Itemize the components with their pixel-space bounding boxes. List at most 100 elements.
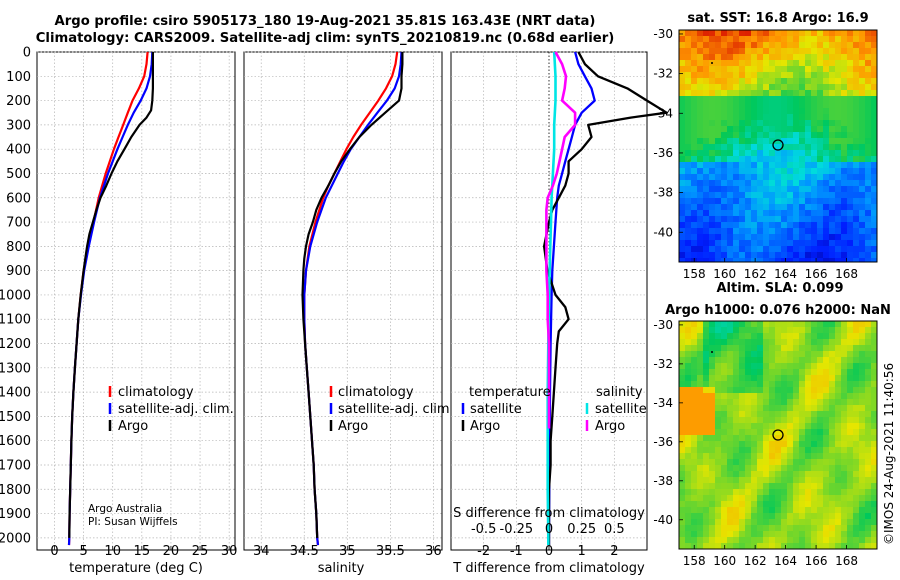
sla-cell — [685, 435, 692, 442]
x-tick-label: 5 — [79, 544, 87, 559]
sst-cell — [709, 198, 716, 205]
temperature-tick-labels: 0 5 10 15 20 25 30 — [50, 544, 237, 559]
sst-cell — [691, 150, 698, 157]
sst-cell — [787, 222, 794, 229]
sla-cell — [697, 357, 704, 364]
sst-cell — [817, 96, 824, 103]
sla-field — [679, 321, 877, 549]
sla-cell — [739, 423, 746, 430]
sla-cell — [769, 345, 776, 352]
sla-cell — [751, 459, 758, 466]
sla-cell — [859, 375, 866, 382]
sla-cell — [715, 501, 722, 508]
sla-cell — [847, 513, 854, 520]
sst-cell — [811, 252, 818, 259]
sst-cell — [715, 84, 722, 91]
sla-cell — [697, 387, 704, 394]
sst-cell — [727, 228, 734, 235]
sst-cell — [763, 186, 770, 193]
sst-cell — [709, 42, 716, 49]
sla-cell — [847, 465, 854, 472]
salinity-diff-legend: salinity satellite Argo — [585, 385, 647, 434]
sla-cell — [751, 405, 758, 412]
sla-cell — [691, 471, 698, 478]
sla-cell — [763, 417, 770, 424]
sst-cell — [781, 246, 788, 253]
sla-cell — [859, 489, 866, 496]
sst-cell — [787, 162, 794, 169]
sla-cell — [679, 399, 686, 406]
pressure-tick-label: 100 — [6, 70, 31, 85]
sst-cell — [835, 30, 842, 37]
sla-cell — [793, 411, 800, 418]
sla-cell — [811, 489, 818, 496]
sla-cell — [859, 519, 866, 526]
sst-cell — [751, 108, 758, 115]
sst-cell — [739, 210, 746, 217]
sla-cell — [841, 363, 848, 370]
sst-cell — [847, 90, 854, 97]
sla-cell — [781, 435, 788, 442]
sla-cell — [835, 339, 842, 346]
sla-cell — [703, 525, 710, 532]
sst-cell — [793, 150, 800, 157]
sla-cell — [829, 429, 836, 436]
sst-cell — [751, 138, 758, 145]
sst-cell — [787, 78, 794, 85]
sla-cell — [865, 435, 872, 442]
sla-cell — [727, 519, 734, 526]
sla-cell — [799, 531, 806, 538]
sst-cell — [763, 216, 770, 223]
sst-cell — [793, 168, 800, 175]
difference-series — [542, 51, 668, 546]
sst-cell — [871, 132, 877, 139]
sst-cell — [685, 84, 692, 91]
sst-cell — [709, 120, 716, 127]
sst-cell — [733, 216, 740, 223]
sst-cell — [709, 174, 716, 181]
sla-cell — [757, 477, 764, 484]
sst-cell — [817, 216, 824, 223]
sst-cell — [703, 90, 710, 97]
sla-cell — [829, 441, 836, 448]
sst-cell — [811, 210, 818, 217]
pressure-tick-label: 500 — [6, 167, 31, 182]
argo-line — [68, 52, 154, 538]
sst-cell — [751, 246, 758, 253]
sst-cell — [775, 192, 782, 199]
sla-cell — [787, 339, 794, 346]
sla-cell — [841, 441, 848, 448]
sst-cell — [811, 90, 818, 97]
lat-tick-label: -34 — [653, 396, 673, 410]
sst-cell — [793, 66, 800, 73]
sla-cell — [811, 471, 818, 478]
sst-cell — [799, 162, 806, 169]
sst-cell — [823, 204, 830, 211]
sst-cell — [763, 192, 770, 199]
sla-cell — [733, 375, 740, 382]
sst-cell — [679, 42, 686, 49]
sla-cell — [781, 369, 788, 376]
sst-cell — [703, 234, 710, 241]
sla-cell — [733, 483, 740, 490]
sla-cell — [697, 483, 704, 490]
sla-cell — [853, 465, 860, 472]
sla-cell — [709, 351, 716, 358]
sla-cell — [715, 423, 722, 430]
sla-cell — [817, 339, 824, 346]
sla-cell — [865, 345, 872, 352]
sla-cell — [823, 465, 830, 472]
sst-cell — [775, 228, 782, 235]
sst-cell — [817, 48, 824, 55]
sla-cell — [733, 489, 740, 496]
climatology-title: Climatology: CARS2009. Satellite-adj cli… — [35, 30, 615, 46]
sla-cell — [763, 393, 770, 400]
temperature-diff-legend: temperature satellite Argo — [461, 385, 551, 434]
sst-cell — [703, 132, 710, 139]
sla-cell — [775, 537, 782, 544]
sla-cell — [853, 435, 860, 442]
sla-cell — [691, 387, 698, 394]
sla-cell — [739, 417, 746, 424]
sst-cell — [697, 102, 704, 109]
sla-cell — [805, 465, 812, 472]
